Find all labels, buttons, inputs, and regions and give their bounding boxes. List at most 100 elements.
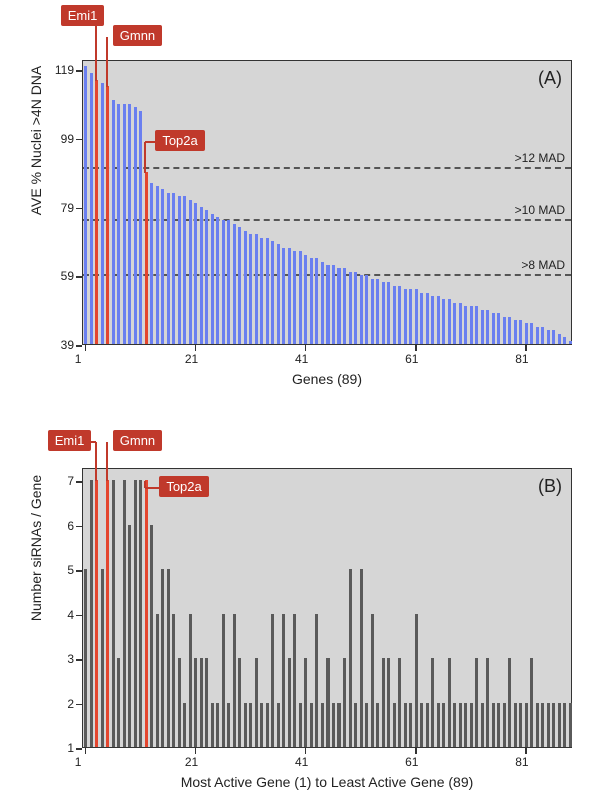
bar (398, 658, 401, 747)
bar (271, 614, 274, 747)
bar (310, 703, 313, 747)
bar (189, 614, 192, 747)
bar (101, 569, 104, 747)
x-tick-mark (305, 748, 307, 754)
bar (332, 703, 335, 747)
bar (470, 703, 473, 747)
bar (337, 703, 340, 747)
bar (84, 569, 87, 747)
bar (508, 658, 511, 747)
bar (117, 658, 120, 747)
bar (481, 703, 484, 747)
bar (343, 658, 346, 747)
bar (536, 703, 539, 747)
x-axis-label: Most Active Gene (1) to Least Active Gen… (82, 774, 572, 790)
bar (227, 703, 230, 747)
bar (497, 703, 500, 747)
bar (552, 703, 555, 747)
bar (475, 658, 478, 747)
x-tick-label: 41 (295, 755, 308, 769)
callout-connector (106, 442, 108, 481)
bar (266, 703, 269, 747)
x-tick-label: 1 (75, 755, 82, 769)
bar (453, 703, 456, 747)
y-axis-label: Number siRNAs / Gene (28, 408, 44, 688)
bar (437, 703, 440, 747)
panel-label: (B) (538, 476, 562, 497)
callout-label: Gmnn (113, 430, 162, 451)
callout-label: Emi1 (48, 430, 92, 451)
y-tick-label: 6 (67, 519, 74, 533)
bar (178, 658, 181, 747)
bar (492, 703, 495, 747)
bar (393, 703, 396, 747)
y-tick-label: 3 (67, 652, 74, 666)
y-tick-mark (76, 481, 82, 483)
bar (415, 614, 418, 747)
bar (156, 614, 159, 747)
bar (541, 703, 544, 747)
bar (167, 569, 170, 747)
bar (569, 703, 572, 747)
bar (106, 480, 109, 747)
bar (161, 569, 164, 747)
bar (558, 703, 561, 747)
bar (277, 703, 280, 747)
x-tick-mark (525, 748, 527, 754)
bar (134, 480, 137, 747)
bar (382, 658, 385, 747)
bar (525, 703, 528, 747)
bar (123, 480, 126, 747)
y-tick-label: 1 (67, 741, 74, 755)
bar (205, 658, 208, 747)
y-tick-mark (76, 659, 82, 661)
x-tick-label: 61 (405, 755, 418, 769)
bar (128, 525, 131, 747)
bar (222, 614, 225, 747)
bar (150, 525, 153, 747)
y-tick-mark (76, 748, 82, 750)
bar (530, 658, 533, 747)
plot-area-b (82, 468, 572, 748)
bar (238, 658, 241, 747)
bar (112, 480, 115, 747)
bar (519, 703, 522, 747)
bar (304, 658, 307, 747)
bar (90, 480, 93, 747)
chart-b: 1234567121416181Most Active Gene (1) to … (0, 0, 602, 800)
bar (95, 480, 98, 747)
x-tick-label: 81 (515, 755, 528, 769)
bar (409, 703, 412, 747)
y-tick-label: 7 (67, 474, 74, 488)
bar (288, 658, 291, 747)
bar (326, 658, 329, 747)
bar (426, 703, 429, 747)
bar (464, 703, 467, 747)
bar (255, 658, 258, 747)
bar (514, 703, 517, 747)
bar (293, 614, 296, 747)
y-tick-mark (76, 526, 82, 528)
callout-label: Top2a (159, 476, 208, 497)
bar (563, 703, 566, 747)
x-tick-label: 21 (185, 755, 198, 769)
bar (233, 614, 236, 747)
y-tick-mark (76, 704, 82, 706)
bar (486, 658, 489, 747)
bar (282, 614, 285, 747)
bar (172, 614, 175, 747)
bar (244, 703, 247, 747)
bar (365, 703, 368, 747)
bar (299, 703, 302, 747)
callout-connector (145, 487, 159, 489)
bar (547, 703, 550, 747)
bar (431, 658, 434, 747)
bar (387, 658, 390, 747)
bar (315, 614, 318, 747)
bar (459, 703, 462, 747)
bar (216, 703, 219, 747)
bar (139, 480, 142, 747)
bar (442, 703, 445, 747)
bar (360, 569, 363, 747)
bar (249, 703, 252, 747)
